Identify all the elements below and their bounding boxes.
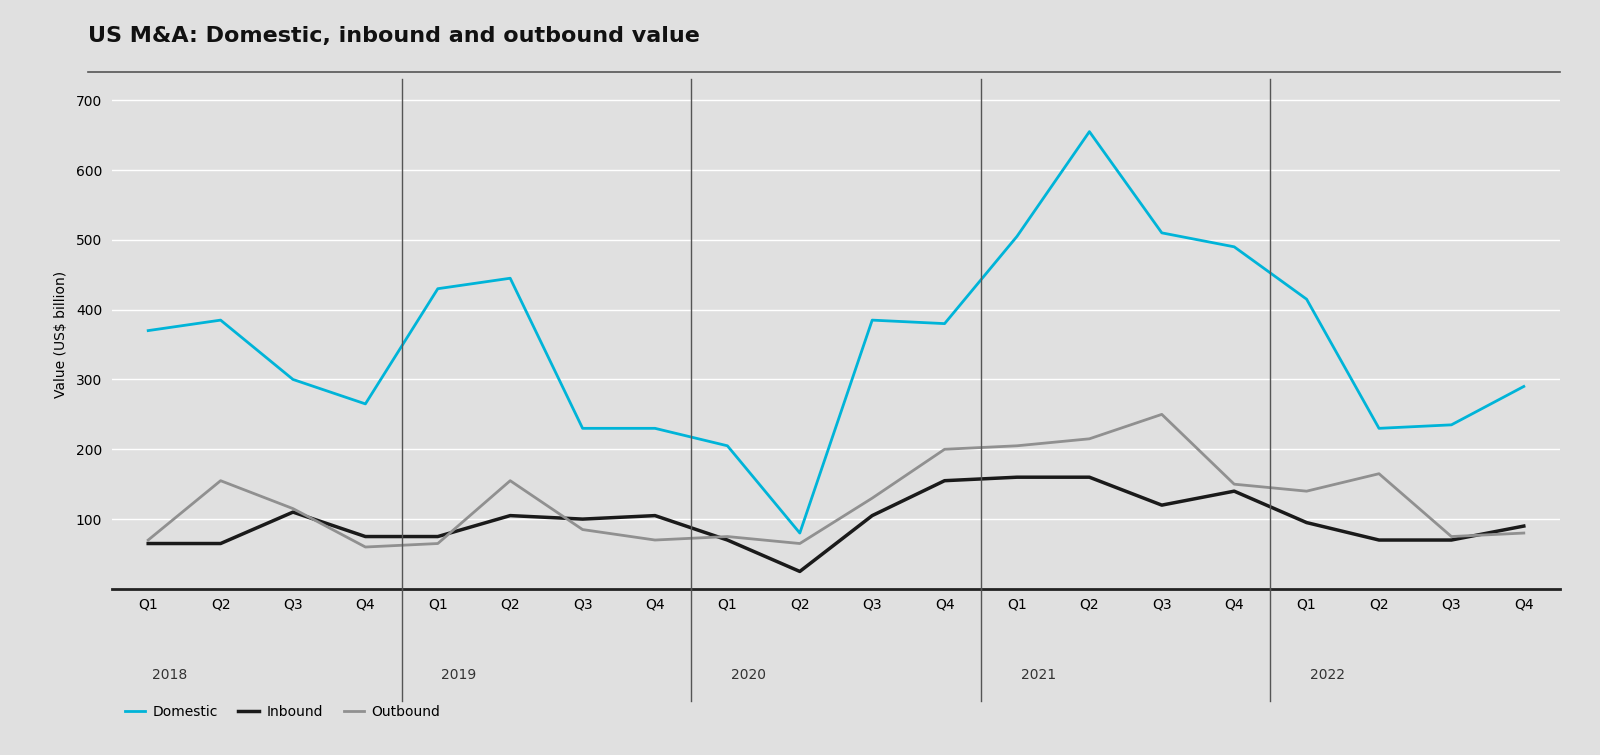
Inbound (862, 511, 882, 520)
Outbound (429, 539, 448, 548)
Outbound (1008, 441, 1027, 450)
Outbound (573, 525, 592, 534)
Inbound (429, 532, 448, 541)
Text: 2020: 2020 (731, 668, 766, 682)
Domestic (1298, 294, 1317, 304)
Text: 2019: 2019 (442, 668, 477, 682)
Outbound (1224, 479, 1243, 488)
Domestic (1152, 228, 1171, 237)
Outbound (283, 504, 302, 513)
Inbound (1514, 522, 1533, 531)
Inbound (501, 511, 520, 520)
Inbound (645, 511, 664, 520)
Outbound (211, 476, 230, 485)
Inbound (283, 507, 302, 516)
Outbound (1442, 532, 1461, 541)
Text: 2022: 2022 (1310, 668, 1346, 682)
Y-axis label: Value (US$ billion): Value (US$ billion) (53, 270, 67, 398)
Outbound (934, 445, 954, 454)
Outbound (790, 539, 810, 548)
Inbound (1442, 535, 1461, 544)
Inbound (1080, 473, 1099, 482)
Outbound (718, 532, 738, 541)
Outbound (501, 476, 520, 485)
Domestic (429, 284, 448, 293)
Line: Outbound: Outbound (149, 414, 1523, 547)
Domestic (211, 316, 230, 325)
Inbound (1152, 501, 1171, 510)
Inbound (355, 532, 374, 541)
Outbound (139, 535, 158, 544)
Inbound (1008, 473, 1027, 482)
Domestic (139, 326, 158, 335)
Inbound (1298, 518, 1317, 527)
Domestic (645, 424, 664, 433)
Domestic (790, 528, 810, 538)
Inbound (1224, 487, 1243, 496)
Domestic (501, 274, 520, 283)
Outbound (1298, 487, 1317, 496)
Outbound (1370, 469, 1389, 478)
Outbound (1080, 434, 1099, 443)
Domestic (718, 441, 738, 450)
Domestic (355, 399, 374, 408)
Domestic (1370, 424, 1389, 433)
Domestic (934, 319, 954, 328)
Line: Inbound: Inbound (149, 477, 1523, 572)
Domestic (1442, 421, 1461, 430)
Text: 2021: 2021 (1021, 668, 1056, 682)
Inbound (934, 476, 954, 485)
Domestic (573, 424, 592, 433)
Inbound (139, 539, 158, 548)
Domestic (862, 316, 882, 325)
Text: 2018: 2018 (152, 668, 187, 682)
Inbound (1370, 535, 1389, 544)
Inbound (211, 539, 230, 548)
Domestic (1224, 242, 1243, 251)
Outbound (1152, 410, 1171, 419)
Domestic (1514, 382, 1533, 391)
Inbound (573, 515, 592, 524)
Outbound (645, 535, 664, 544)
Line: Domestic: Domestic (149, 131, 1523, 533)
Outbound (355, 543, 374, 552)
Domestic (283, 375, 302, 384)
Outbound (862, 494, 882, 503)
Outbound (1514, 528, 1533, 538)
Text: US M&A: Domestic, inbound and outbound value: US M&A: Domestic, inbound and outbound v… (88, 26, 699, 46)
Inbound (790, 567, 810, 576)
Domestic (1080, 127, 1099, 136)
Legend: Domestic, Inbound, Outbound: Domestic, Inbound, Outbound (118, 700, 446, 725)
Domestic (1008, 232, 1027, 241)
Inbound (718, 535, 738, 544)
